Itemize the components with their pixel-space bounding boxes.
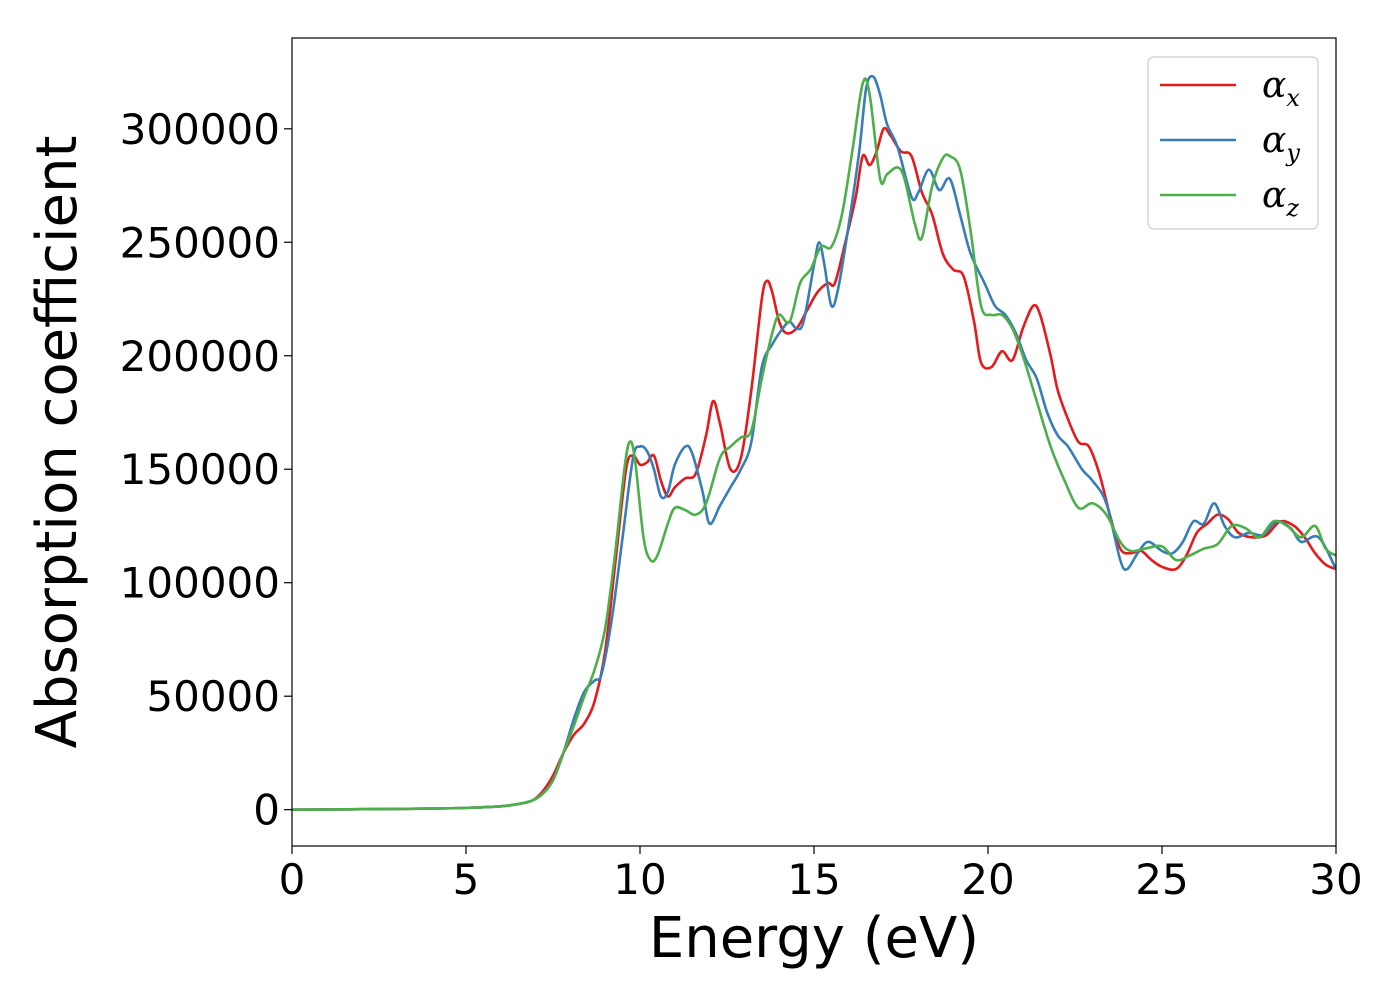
legend: αx αy αz [1147, 56, 1319, 230]
y-tick-label: 150000 [120, 445, 280, 494]
y-tick-label: 200000 [120, 332, 280, 381]
x-tick-label: 20 [961, 855, 1014, 904]
x-tick-label: 10 [613, 855, 666, 904]
legend-box [1147, 56, 1319, 230]
x-tick-label: 15 [787, 855, 840, 904]
series-layer [292, 74, 1336, 811]
x-axis-title: Energy (eV) [649, 906, 979, 971]
x-tick-label: 30 [1309, 855, 1362, 904]
x-tick-label: 5 [453, 855, 480, 904]
y-tick-label: 100000 [120, 559, 280, 608]
y-axis-title: Absorption coefficient [25, 136, 90, 749]
x-tick-label: 0 [279, 855, 306, 904]
series-line-z [292, 77, 1336, 811]
series-line-x [292, 126, 1336, 811]
y-tick-label: 0 [253, 786, 280, 835]
y-tick-label: 50000 [146, 672, 280, 721]
x-tick-label: 25 [1135, 855, 1188, 904]
y-tick-label: 250000 [120, 218, 280, 267]
y-axis: 0 50000 100000 150000 200000 250000 300000 [120, 105, 292, 835]
x-axis: 0 5 10 15 20 25 30 [279, 846, 1363, 904]
legend-label-x: αx [1262, 65, 1300, 112]
legend-label-y: αy [1262, 120, 1300, 167]
y-tick-label: 300000 [120, 105, 280, 154]
legend-label-z: αz [1262, 175, 1299, 222]
